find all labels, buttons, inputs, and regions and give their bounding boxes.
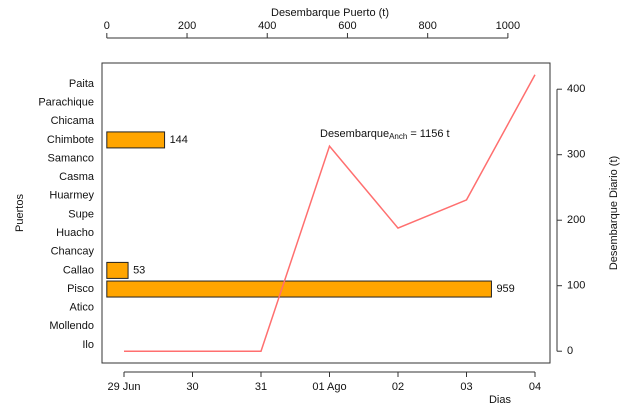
x-tick-label: 01 Ago	[312, 381, 346, 393]
category-label: Chancay	[51, 246, 95, 258]
category-label: Ilo	[82, 339, 94, 351]
category-label: Huarmey	[49, 190, 94, 202]
value-label: 144	[170, 134, 188, 146]
category-label: Casma	[59, 171, 95, 183]
x-tick-label: 600	[338, 20, 356, 32]
annotation-subscript: Anch	[389, 132, 407, 141]
x-tick-label: 31	[255, 381, 267, 393]
top-axis-title: Desembarque Puerto (t)	[271, 7, 389, 19]
bar	[106, 261, 129, 279]
category-label: Huacho	[56, 227, 94, 239]
value-label: 959	[496, 283, 514, 295]
value-label: 53	[133, 264, 145, 276]
category-label: Parachique	[38, 97, 94, 109]
y2-tick-label: 0	[567, 345, 573, 357]
x-tick-label: 29 Jun	[107, 381, 140, 393]
x-tick-label: 0	[104, 20, 110, 32]
x-tick-label: 02	[392, 381, 404, 393]
x-tick-label: 30	[186, 381, 198, 393]
y2-tick-label: 100	[567, 280, 585, 292]
y2-tick-label: 200	[567, 214, 585, 226]
category-label: Pisco	[67, 283, 94, 295]
x-tick-label: 200	[178, 20, 196, 32]
x-tick-label: 03	[460, 381, 472, 393]
x-tick-label: 04	[529, 381, 541, 393]
category-label: Atico	[70, 302, 94, 314]
category-label: Supe	[68, 208, 94, 220]
bar	[106, 280, 492, 298]
y2-tick-label: 300	[567, 149, 585, 161]
bar	[106, 131, 166, 149]
x-tick-label: 400	[258, 20, 276, 32]
category-label: Paita	[69, 78, 95, 90]
category-label: Callao	[63, 264, 94, 276]
y2-tick-label: 400	[567, 83, 585, 95]
y-axis-title: Puertos	[14, 194, 26, 232]
y2-axis-title: Desembarque Diario (t)	[608, 156, 620, 270]
category-label: Chimbote	[47, 134, 94, 146]
x-axis-title: Dias	[489, 394, 512, 406]
x-tick-label: 1000	[496, 20, 520, 32]
line	[124, 74, 536, 352]
annotation: DesembarqueAnch = 1156 t	[320, 128, 450, 141]
plot-frame	[101, 62, 551, 364]
category-label: Chicama	[51, 115, 95, 127]
x-tick-label: 800	[418, 20, 436, 32]
category-label: Samanco	[48, 152, 94, 164]
annotation-suffix: = 1156 t	[410, 128, 449, 140]
category-label: Mollendo	[49, 320, 94, 332]
annotation-text: Desembarque	[320, 128, 389, 140]
